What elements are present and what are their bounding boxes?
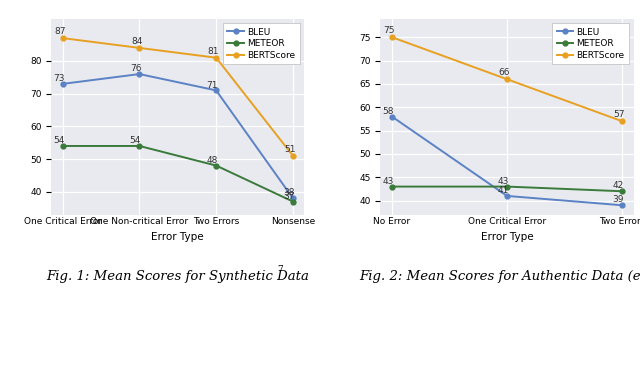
Text: 7: 7 <box>277 265 283 273</box>
Text: 57: 57 <box>614 110 625 119</box>
METEOR <box>503 184 511 189</box>
BLEU <box>618 203 626 208</box>
BERTScore <box>503 77 511 81</box>
METEOR <box>59 144 67 148</box>
Text: 81: 81 <box>208 47 220 55</box>
Text: 37: 37 <box>283 192 294 201</box>
Text: 42: 42 <box>612 181 623 191</box>
METEOR <box>388 184 396 189</box>
METEOR <box>136 144 143 148</box>
Text: 54: 54 <box>130 136 141 145</box>
Line: METEOR: METEOR <box>60 144 295 204</box>
BLEU <box>289 196 297 201</box>
BERTScore <box>136 46 143 50</box>
Line: BLEU: BLEU <box>390 114 625 208</box>
Text: 39: 39 <box>612 195 624 205</box>
Text: 58: 58 <box>382 107 394 116</box>
BLEU <box>59 82 67 86</box>
Text: 43: 43 <box>497 177 509 186</box>
BERTScore <box>388 35 396 39</box>
BLEU <box>388 114 396 119</box>
Line: BLEU: BLEU <box>60 72 295 201</box>
Text: 73: 73 <box>53 74 65 83</box>
BERTScore <box>289 154 297 158</box>
Text: 54: 54 <box>53 136 65 145</box>
METEOR <box>289 199 297 204</box>
BLEU <box>212 88 220 92</box>
X-axis label: Error Type: Error Type <box>481 232 533 242</box>
Text: Fig. 1: Mean Scores for Synthetic Data: Fig. 1: Mean Scores for Synthetic Data <box>46 270 309 283</box>
Text: 75: 75 <box>383 26 395 35</box>
Text: 48: 48 <box>207 156 218 165</box>
Text: 84: 84 <box>131 37 143 46</box>
BERTScore <box>618 119 626 124</box>
METEOR <box>212 164 220 168</box>
Legend: BLEU, METEOR, BERTScore: BLEU, METEOR, BERTScore <box>223 23 300 64</box>
Line: BERTScore: BERTScore <box>390 35 625 124</box>
Text: 43: 43 <box>382 177 394 186</box>
Text: 66: 66 <box>499 68 510 77</box>
Line: METEOR: METEOR <box>390 184 625 194</box>
Text: 76: 76 <box>130 64 141 73</box>
Text: 38: 38 <box>283 188 294 198</box>
Text: 51: 51 <box>285 145 296 154</box>
BERTScore <box>59 36 67 40</box>
BLEU <box>136 72 143 76</box>
X-axis label: Error Type: Error Type <box>152 232 204 242</box>
Text: 87: 87 <box>54 27 66 36</box>
Text: 41: 41 <box>497 186 509 195</box>
Text: 71: 71 <box>207 81 218 90</box>
BERTScore <box>212 56 220 60</box>
Legend: BLEU, METEOR, BERTScore: BLEU, METEOR, BERTScore <box>552 23 629 64</box>
Text: Fig. 2: Mean Scores for Authentic Data (en): Fig. 2: Mean Scores for Authentic Data (… <box>360 270 640 283</box>
Line: BERTScore: BERTScore <box>60 36 295 158</box>
METEOR <box>618 189 626 194</box>
BLEU <box>503 194 511 198</box>
